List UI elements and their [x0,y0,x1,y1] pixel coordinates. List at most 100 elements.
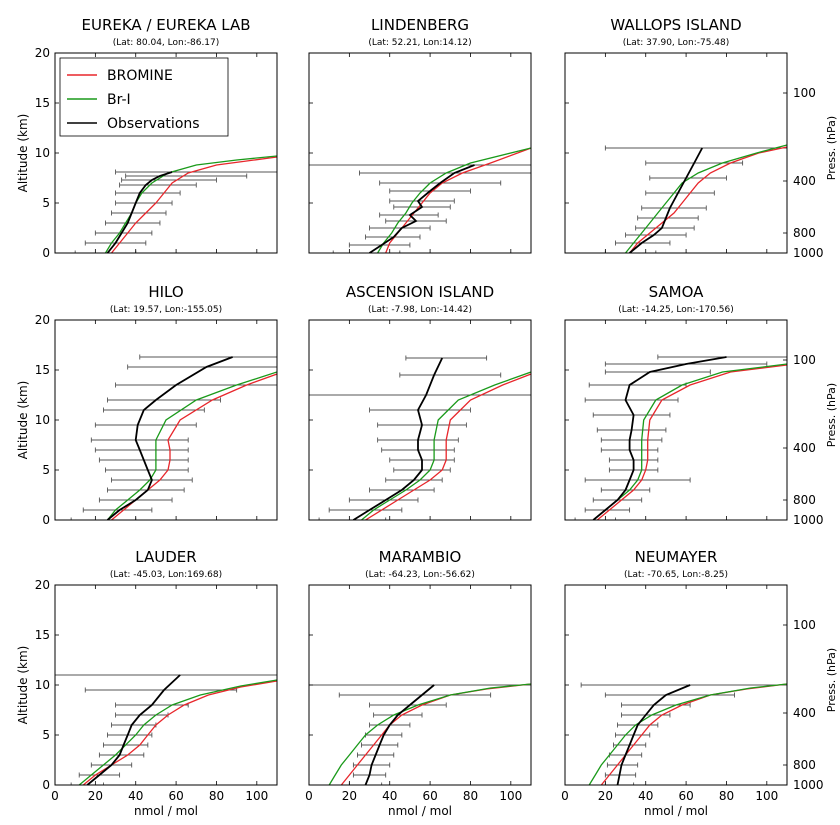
panel-subtitle: (Lat: 80.04, Lon:-86.17) [113,38,220,48]
x-axis-label: nmol / mol [388,804,452,818]
series-line-observations [616,684,691,785]
series-line-observations [592,356,727,520]
y-tick-label: 0 [42,246,50,260]
series-line-observations [369,164,475,253]
panel-title: HILO [148,283,183,301]
x-tick-label: 40 [128,789,143,803]
series-line-observations [352,357,444,520]
panel-title: WALLOPS ISLAND [610,16,741,34]
x-tick-label: 100 [245,789,268,803]
panel-3: HILO (Lat: 19.57, Lon:-155.05) 0 5 10 15 20 Alt… [16,283,278,527]
pressure-tick-label: 1000 [793,513,824,527]
series-line-br-i [361,371,531,520]
panel-8: NEUMAYER (Lat: -70.65, Lon:-8.25) 0 20 40 60 8… [561,548,838,818]
series-line-bromine [596,364,787,520]
panel-7: MARAMBIO (Lat: -64.23, Lon:-56.62) 0 20 40 60… [305,548,532,818]
x-tick-label: 20 [342,789,357,803]
pressure-tick-label: 800 [793,226,816,240]
panel-5: SAMOA (Lat: -14.25, Lon:-170.56) 100 400 800… [564,283,838,527]
panel-title: EUREKA / EUREKA LAB [82,16,251,34]
panel-subtitle: (Lat: 37.90, Lon:-75.48) [623,38,730,48]
y-axis-label: Altitude (km) [16,114,30,193]
x-axis-label: nmol / mol [134,804,198,818]
x-tick-label: 40 [638,789,653,803]
legend: BROMINE Br-I Observations [59,57,229,137]
series-line-observations [106,356,233,520]
series-line-bromine [365,373,531,520]
panel-title: LAUDER [135,548,196,566]
x-tick-label: 0 [51,789,59,803]
pressure-tick-label: 100 [793,618,816,632]
series-line-br-i [377,147,531,253]
plot-frame [564,52,788,254]
panel-subtitle: (Lat: 52.21, Lon:14.12) [368,38,471,48]
panel-subtitle: (Lat: -14.25, Lon:-170.56) [618,305,734,315]
series-line-bromine [111,373,277,520]
series-line-br-i [588,683,787,785]
pressure-tick-label: 400 [793,706,816,720]
x-tick-label: 80 [719,789,734,803]
y-tick-label: 0 [42,778,50,792]
plot-area [309,355,531,520]
y-axis-label: Altitude (km) [16,381,30,460]
plot-frame [308,52,532,254]
legend-label: Observations [107,116,200,132]
panel-4: ASCENSION ISLAND (Lat: -7.98, Lon:-14.42) [308,283,532,521]
panel-title: ASCENSION ISLAND [346,283,494,301]
plot-area [74,155,277,253]
y-tick-label: 5 [42,463,50,477]
x-tick-label: 20 [88,789,103,803]
pressure-tick-label: 800 [793,758,816,772]
y-tick-label: 0 [42,513,50,527]
panel-subtitle: (Lat: 19.57, Lon:-155.05) [110,305,222,315]
panel-subtitle: (Lat: -45.03, Lon:169.68) [110,570,222,580]
series-line-br-i [78,679,277,785]
panel-title: LINDENBERG [371,16,469,34]
series-line-observations [106,171,173,253]
pressure-tick-label: 1000 [793,778,824,792]
series-line-bromine [82,680,277,785]
y-tick-label: 20 [35,46,50,60]
series-line-observations [86,674,181,785]
panel-subtitle: (Lat: -7.98, Lon:-14.42) [368,305,472,315]
panel-6: LAUDER (Lat: -45.03, Lon:169.68) 0 20 40 60 80… [16,548,278,818]
y-tick-label: 5 [42,196,50,210]
y-tick-label: 15 [35,96,50,110]
y-tick-label: 10 [35,413,50,427]
series-line-observations [629,147,703,253]
plot-area [55,672,277,785]
pressure-tick-label: 100 [793,86,816,100]
y-tick-label: 15 [35,363,50,377]
x-tick-label: 40 [382,789,397,803]
panel-0: EUREKA / EUREKA LAB (Lat: 80.04, Lon:-86.… [16,16,278,260]
plot-area [604,144,787,253]
y-tick-label: 20 [35,578,50,592]
pressure-axis-label: Press. (hPa) [825,383,838,447]
y-axis-label: Altitude (km) [16,646,30,725]
plot-frame [564,319,788,521]
x-tick-label: 60 [678,789,693,803]
x-tick-label: 80 [209,789,224,803]
series-line-br-i [592,363,787,520]
x-tick-label: 60 [168,789,183,803]
plot-area [309,682,531,785]
y-tick-label: 15 [35,628,50,642]
panel-subtitle: (Lat: -64.23, Lon:-56.62) [365,570,475,580]
y-tick-label: 10 [35,678,50,692]
x-tick-label: 0 [305,789,313,803]
panel-title: NEUMAYER [635,548,718,566]
series-line-bromine [629,146,787,253]
panel-title: MARAMBIO [379,548,462,566]
x-tick-label: 60 [422,789,437,803]
x-tick-label: 0 [561,789,569,803]
pressure-axis-label: Press. (hPa) [825,116,838,180]
y-tick-label: 10 [35,146,50,160]
series-line-bromine [110,156,277,253]
y-tick-label: 5 [42,728,50,742]
legend-label: Br-I [107,92,131,108]
x-tick-label: 100 [499,789,522,803]
pressure-tick-label: 400 [793,174,816,188]
pressure-tick-label: 100 [793,353,816,367]
series-line-br-i [104,155,277,253]
